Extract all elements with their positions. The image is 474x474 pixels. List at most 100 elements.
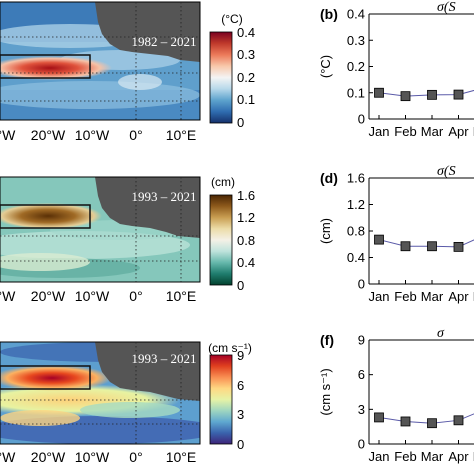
x-tick-label: Jan [369, 449, 390, 464]
y-axis-label: (°C) [318, 55, 333, 78]
sst-colorbar-ramp [209, 31, 233, 124]
x-tick-label: Feb [394, 449, 416, 464]
map3-xtick: 10°E [166, 449, 197, 465]
x-tick-label: Feb [394, 289, 416, 304]
ssh-cbar-tick: 0 [237, 278, 244, 293]
sst-cbar-tick: 0.2 [237, 70, 255, 85]
y-tick-label: 1.6 [347, 171, 365, 186]
map1-xtick: 10°W [75, 127, 110, 143]
map1-xtick: 0°W [0, 127, 16, 143]
x-tick-label: Apr [448, 289, 469, 304]
y-tick-label: 1.2 [347, 197, 365, 212]
map3-xtick: 0° [129, 449, 142, 465]
ssh-cbar-tick: 1.6 [237, 188, 255, 203]
vel-cbar-tick: 0 [237, 437, 244, 452]
map1-xtick: 20°W [31, 127, 66, 143]
data-point [427, 241, 437, 252]
ssh-colorbar: (cm) 1.6 1.2 0.8 0.4 0 [209, 175, 255, 293]
sst-averaging-box [0, 54, 91, 79]
x-tick-label: May [473, 289, 474, 304]
x-tick-label: Mar [421, 289, 444, 304]
y-tick-label: 0.2 [347, 59, 365, 74]
data-point [400, 91, 411, 102]
data-point [453, 415, 464, 426]
y-tick-label: 0.4 [347, 250, 365, 265]
ssh-colorbar-ramp [209, 194, 233, 286]
sst-cbar-tick: 0 [237, 115, 244, 130]
ssh-map-panel: 1993 – 2021 [0, 176, 201, 283]
map3-xtick: 0°W [0, 449, 16, 465]
data-point [453, 89, 464, 100]
ssh-cbar-tick: 1.2 [237, 210, 255, 225]
sst-cbar-tick: 0.4 [237, 25, 255, 40]
y-tick-label: 6 [358, 367, 365, 382]
vel-averaging-box [0, 365, 91, 390]
x-tick-label: Jan [369, 289, 390, 304]
series-line [378, 239, 474, 248]
vel-period-label: 1993 – 2021 [132, 351, 197, 366]
panel-label: (f) [320, 332, 334, 348]
x-tick-label: Jan [369, 124, 390, 139]
line-chart-2: 00.40.81.21.6JanFebMarAprMayJun(d)σ(S(cm… [318, 164, 474, 304]
x-tick-label: May [473, 449, 474, 464]
line-chart-1: 00.10.20.30.4JanFebMarAprMayJun(b)σ(S(°C… [318, 0, 474, 139]
map2-xtick: 0° [129, 288, 142, 304]
x-tick-label: Mar [421, 124, 444, 139]
sst-cbar-tick: 0.3 [237, 47, 255, 62]
sst-colorbar: (°C) 0.4 0.3 0.2 0.1 0 [209, 12, 255, 130]
y-axis-label: (cm s⁻¹) [318, 368, 333, 415]
ssh-averaging-box [0, 204, 91, 229]
map-xticks-2: 0°W 20°W 10°W 0° 10°E [0, 288, 196, 304]
ssh-cbar-tick: 0.8 [237, 233, 255, 248]
sst-cbar-tick: 0.1 [237, 92, 255, 107]
map1-xtick: 10°E [166, 127, 197, 143]
panel-label: (d) [320, 170, 338, 186]
ssh-map-frame [0, 176, 201, 283]
map2-xtick: 10°E [166, 288, 197, 304]
vel-map-field [0, 342, 200, 444]
y-tick-label: 0.3 [347, 33, 365, 48]
map2-xtick: 0°W [0, 288, 16, 304]
map3-xtick: 10°W [75, 449, 110, 465]
data-point [400, 241, 411, 252]
vel-map-panel: 1993 – 2021 [0, 341, 201, 445]
y-tick-label: 0.8 [347, 224, 365, 239]
y-tick-label: 0 [358, 277, 365, 292]
x-tick-label: Apr [448, 124, 469, 139]
data-point [374, 234, 384, 245]
sst-colorbar-unit: (°C) [221, 12, 242, 26]
vel-colorbar-ramp [209, 354, 233, 445]
map3-xtick: 20°W [31, 449, 66, 465]
y-tick-label: 0.4 [347, 7, 365, 22]
data-point [400, 416, 411, 427]
map1-xtick: 0° [129, 127, 142, 143]
line-chart-3: 0369JanFebMarAprMayJun(f)σ(cm s⁻¹) [318, 326, 474, 464]
vel-cbar-tick: 9 [237, 348, 244, 363]
chart-title: σ(S [437, 0, 456, 15]
ssh-colorbar-unit: (cm) [211, 175, 235, 189]
vel-cbar-tick: 6 [237, 378, 244, 393]
data-point [374, 87, 384, 98]
map2-xtick: 10°W [75, 288, 110, 304]
y-tick-label: 0 [358, 437, 365, 452]
y-tick-label: 0.1 [347, 85, 365, 100]
sst-period-label: 1982 – 2021 [132, 34, 197, 49]
y-axis-label: (cm) [318, 218, 333, 244]
x-tick-label: Apr [448, 449, 469, 464]
sst-map-panel: 1982 – 2021 [0, 1, 201, 121]
vel-cbar-tick: 3 [237, 407, 244, 422]
sst-map-field [0, 2, 200, 120]
x-tick-label: May [473, 124, 474, 139]
map2-xtick: 20°W [31, 288, 66, 304]
y-tick-label: 9 [358, 333, 365, 348]
x-tick-label: Feb [394, 124, 416, 139]
ssh-cbar-tick: 0.4 [237, 255, 255, 270]
map-xticks-3: 0°W 20°W 10°W 0° 10°E [0, 449, 196, 465]
chart-title: σ [437, 326, 445, 341]
data-point [453, 241, 464, 252]
line-charts: 00.10.20.30.4JanFebMarAprMayJun(b)σ(S(°C… [318, 0, 474, 464]
data-point [427, 418, 437, 429]
panel-label: (b) [320, 6, 338, 22]
chart-title: σ(S [437, 164, 456, 179]
